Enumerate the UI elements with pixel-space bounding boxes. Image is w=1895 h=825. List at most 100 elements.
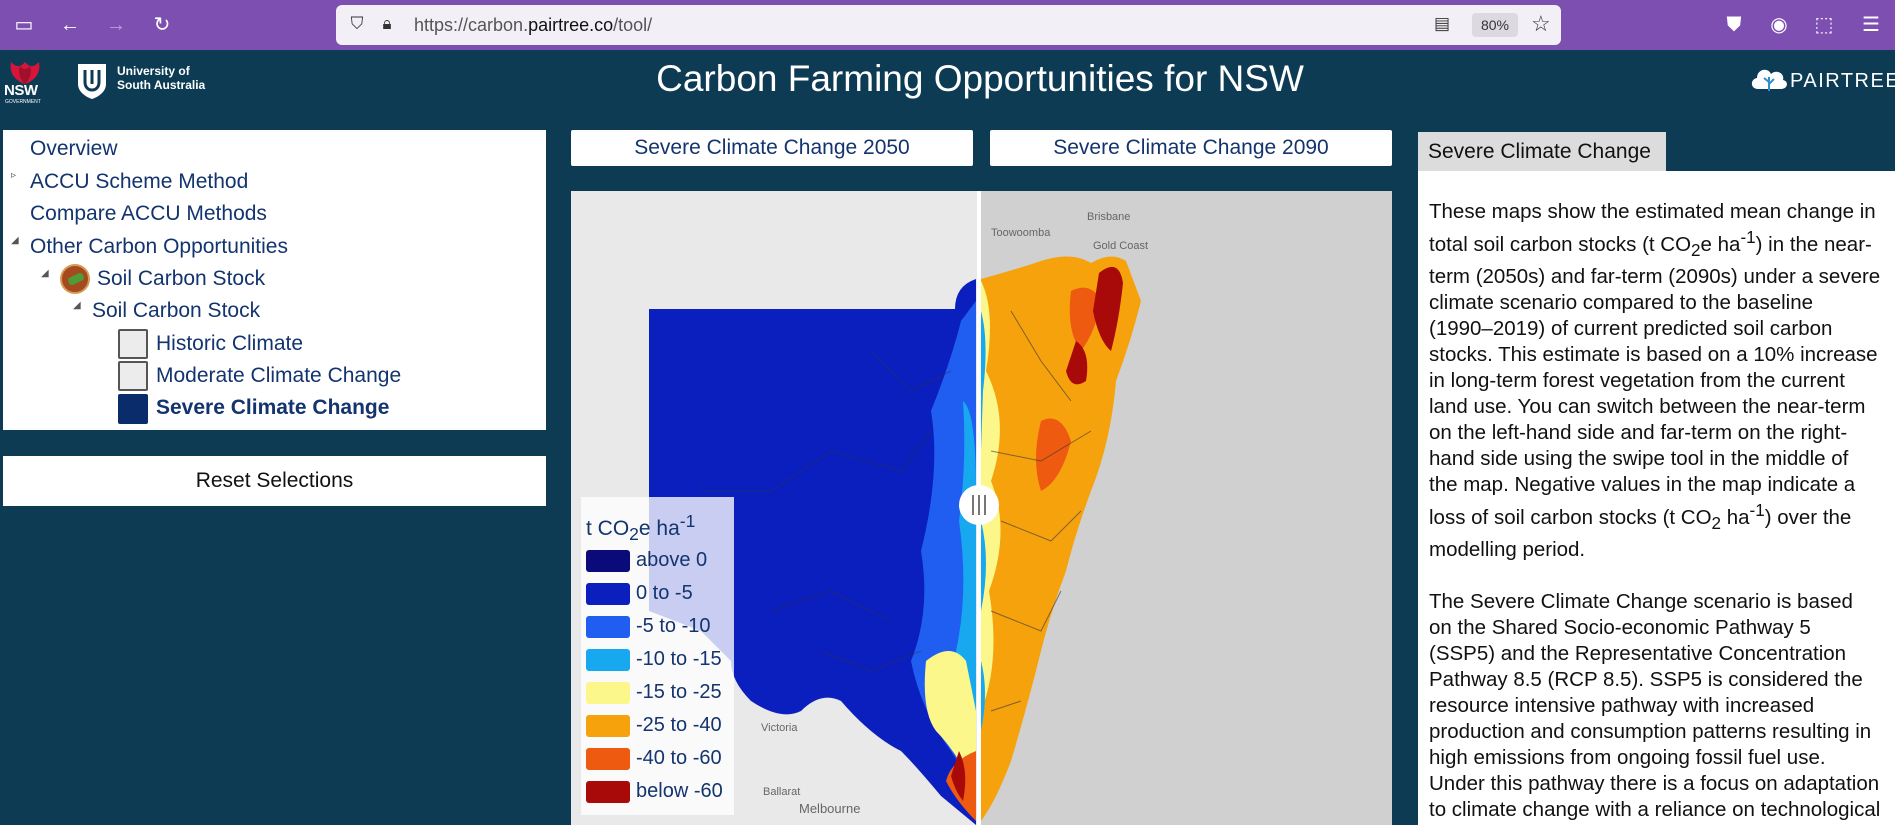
region-severe-loss-2090 [1036, 287, 1101, 491]
lga-boundaries [990, 310, 1092, 712]
legend-swatch [586, 616, 630, 638]
legend-title: t CO2e ha-1 [586, 511, 695, 545]
tab-severe-2050[interactable]: Severe Climate Change 2050 [571, 130, 973, 166]
map-label-victoria: Victoria [761, 722, 798, 734]
reset-selections-button[interactable]: Reset Selections [3, 456, 546, 506]
expand-caret-icon[interactable]: ▹ [11, 170, 17, 181]
info-sup: -1 [1740, 228, 1756, 247]
info-sub: 2 [1711, 513, 1722, 533]
region-high-loss-2050 [924, 651, 976, 791]
info-text: These maps show the estimated mean chang… [1429, 200, 1876, 256]
extensions-icon[interactable]: ⬚ [1814, 14, 1834, 36]
layer-swatch-moderate[interactable] [118, 361, 148, 391]
map-canvas[interactable] [571, 191, 1392, 825]
app-header [0, 50, 1895, 126]
collapse-caret-icon[interactable]: ◢ [73, 300, 81, 311]
shield-icon[interactable]: ⛉ [350, 14, 364, 33]
tree-item-historic[interactable]: Historic Climate [156, 332, 304, 355]
region-moderate-loss-2090 [981, 311, 986, 731]
waratah-icon [10, 62, 40, 84]
tree-item-overview[interactable]: Overview [30, 137, 118, 160]
info-paragraph-2: The Severe Climate Change scenario is ba… [1429, 589, 1881, 825]
menu-icon[interactable]: ☰ [1862, 14, 1880, 36]
legend-label: -40 to -60 [636, 747, 722, 769]
legend-title-sub: 2 [629, 524, 639, 545]
pairtree-wordmark: PAIRTREE [1790, 70, 1895, 92]
tree-item-compare[interactable]: Compare ACCU Methods [30, 202, 267, 225]
tree-item-other-opportunities[interactable]: Other Carbon Opportunities [30, 235, 288, 258]
forward-icon[interactable]: → [106, 14, 126, 36]
zoom-level-badge[interactable]: 80% [1472, 13, 1518, 37]
info-text: ha [1721, 505, 1750, 529]
tab-severe-2090[interactable]: Severe Climate Change 2090 [990, 130, 1392, 166]
info-text: ) over the modelling period. [1429, 505, 1852, 561]
legend-title-unit: t CO [586, 517, 630, 540]
soil-icon [60, 264, 90, 294]
legend-label: above 0 [636, 549, 708, 571]
unisa-line-2: South Australia [117, 78, 206, 92]
map-label-gold-coast: Gold Coast [1093, 240, 1149, 252]
account-icon[interactable]: ◉ [1770, 14, 1788, 36]
legend-label: below -60 [636, 780, 723, 802]
collapse-caret-icon[interactable]: ◢ [41, 268, 49, 279]
unisa-logo[interactable] [76, 62, 108, 100]
legend-title-sup: -1 [679, 511, 696, 531]
unisa-wordmark: University of South Australia [117, 64, 205, 92]
legend-label: -5 to -10 [636, 615, 711, 637]
map-label-ballarat: Ballarat [763, 786, 801, 798]
region-moderate-loss-2050 [956, 401, 976, 711]
lga-boundaries-left [701, 350, 952, 672]
legend-swatch [586, 781, 630, 803]
sidebar-icon[interactable]: ▭ [14, 14, 34, 36]
nsw-region-2050 [649, 279, 976, 825]
pocket-icon[interactable]: ⛊ [1726, 14, 1742, 36]
legend-swatch [586, 715, 630, 737]
map-label-melbourne: Melbourne [799, 801, 861, 816]
url-text[interactable]: https://carbon.pairtree.co/tool/ [414, 15, 653, 35]
unisa-line-1: University of [117, 64, 190, 78]
legend-label: -15 to -25 [636, 681, 722, 703]
lock-icon[interactable]: 🔒︎ [382, 14, 392, 33]
map-view[interactable]: Brisbane Toowoomba Gold Coast Victoria B… [571, 191, 1392, 825]
reload-icon[interactable]: ↻ [153, 14, 171, 36]
tree-item-soil-carbon-group[interactable]: Soil Carbon Stock [97, 267, 266, 290]
layer-swatch-severe[interactable] [118, 394, 148, 424]
legend-swatch [586, 748, 630, 770]
region-extreme-loss-2050 [951, 751, 966, 801]
legend-swatch [586, 649, 630, 671]
url-bar[interactable]: ⛉ 🔒︎ https://carbon.pairtree.co/tool/ ▤ … [336, 5, 1561, 45]
nsw-wordmark: NSW [4, 82, 38, 99]
map-legend: t CO2e ha-1 above 0 0 to -5 -5 to -10 -1… [581, 497, 734, 815]
info-paragraph-1: These maps show the estimated mean chang… [1429, 199, 1881, 563]
legend-swatch [586, 583, 630, 605]
swipe-grip-icon[interactable] [972, 495, 986, 515]
layer-tree: Overview ▹ ACCU Scheme Method Compare AC… [3, 130, 546, 430]
nsw-logo[interactable] [4, 58, 46, 106]
tree-item-soil-carbon-stock[interactable]: Soil Carbon Stock [92, 299, 261, 322]
nsw-region-2090 [981, 256, 1141, 821]
legend-swatch [586, 550, 630, 572]
layer-swatch-historic[interactable] [118, 329, 148, 359]
reader-view-icon[interactable]: ▤ [1434, 14, 1451, 33]
tree-item-accu-method[interactable]: ACCU Scheme Method [30, 170, 249, 193]
collapse-caret-icon[interactable]: ◢ [11, 235, 19, 246]
info-panel[interactable]: These maps show the estimated mean chang… [1418, 171, 1895, 825]
legend-swatch [586, 682, 630, 704]
back-icon[interactable]: ← [60, 14, 80, 36]
legend-label: -10 to -15 [636, 648, 722, 670]
star-icon[interactable]: ☆ [1531, 11, 1551, 36]
info-sub: 2 [1691, 240, 1701, 260]
map-label-brisbane: Brisbane [1087, 211, 1131, 223]
legend-title-unit-2: e ha [638, 517, 680, 540]
pairtree-logo[interactable] [1748, 63, 1790, 95]
info-sup: -1 [1749, 500, 1765, 520]
map-label-toowoomba: Toowoomba [991, 227, 1051, 239]
tree-item-moderate[interactable]: Moderate Climate Change [156, 364, 402, 387]
tree-item-severe[interactable]: Severe Climate Change [156, 396, 390, 419]
browser-toolbar: ▭ ← → ↻ ⛉ 🔒︎ https://carbon.pairtree.co/… [0, 0, 1895, 50]
legend-label: 0 to -5 [636, 582, 693, 604]
page-title: Carbon Farming Opportunities for NSW [656, 58, 1304, 99]
info-tab[interactable]: Severe Climate Change [1418, 132, 1666, 171]
nsw-government-label: GOVERNMENT [5, 99, 41, 105]
info-text: e ha [1700, 232, 1741, 256]
